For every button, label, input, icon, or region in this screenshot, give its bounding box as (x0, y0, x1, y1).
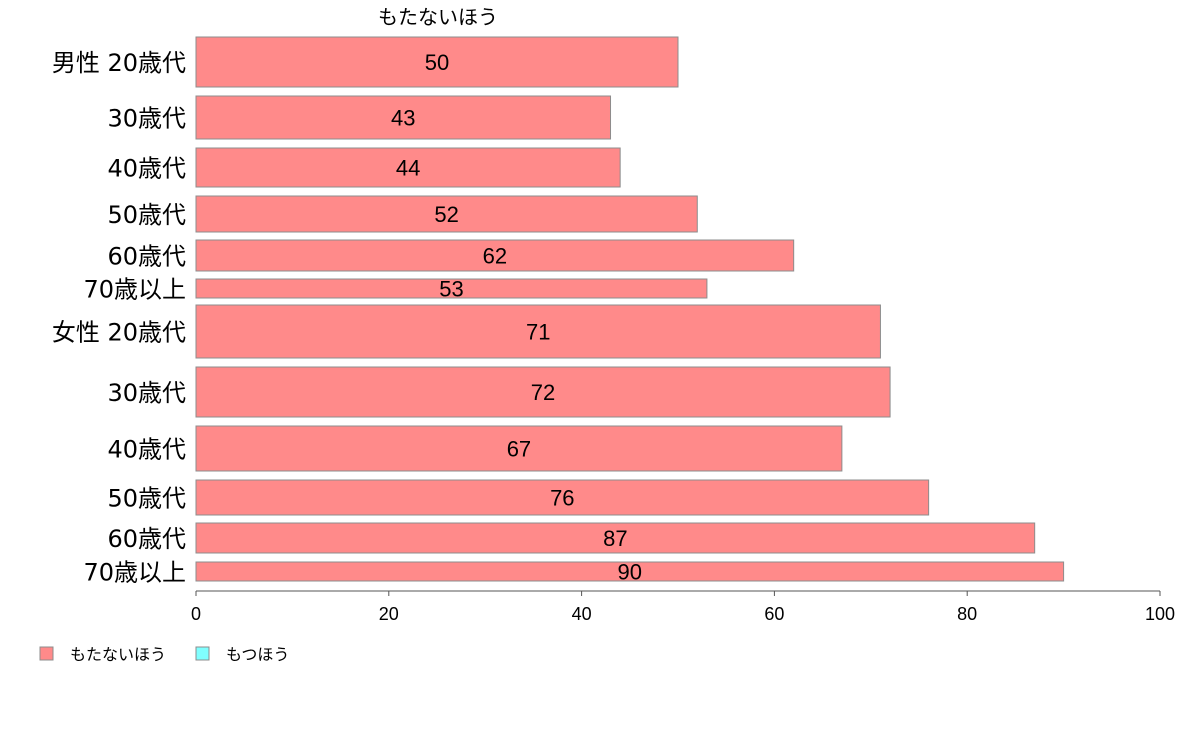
x-tick-label-2: 40 (572, 604, 592, 624)
x-axis: 0 20 40 60 80 100 (191, 590, 1175, 624)
bar-value-label-10: 87 (603, 526, 627, 551)
bar-value-label-11: 90 (618, 560, 642, 585)
x-tick-label-1: 20 (379, 604, 399, 624)
bar-0 (195, 36, 679, 88)
bar-value-label-8: 67 (507, 437, 531, 462)
bar-7 (195, 366, 891, 418)
bar-value-label-0: 50 (425, 50, 449, 75)
bar-3 (195, 195, 698, 233)
bars-layer: 50 男性 20歳代 43 30歳代 44 40歳代 52 50歳代 62 60歳代 53 70歳以上… (52, 36, 1065, 587)
category-label-10: 60歳代 (107, 525, 186, 553)
legend-label-1: もつほう (226, 645, 289, 664)
bar-value-label-5: 53 (439, 277, 463, 302)
bar-value-label-1: 43 (391, 106, 415, 131)
category-label-2: 40歳代 (107, 155, 186, 183)
legend-swatch-1 (195, 646, 210, 661)
bar-8 (195, 425, 843, 472)
bar-value-label-3: 52 (434, 202, 458, 227)
legend-swatch-0 (39, 646, 54, 661)
category-label-6: 女性 20歳代 (52, 319, 186, 347)
category-label-0: 男性 20歳代 (52, 49, 186, 77)
x-tick-label-3: 60 (764, 604, 784, 624)
category-label-1: 30歳代 (107, 105, 186, 133)
bar-4 (195, 239, 795, 272)
category-label-5: 70歳以上 (83, 276, 186, 304)
category-label-11: 70歳以上 (83, 559, 186, 587)
legend: もたないほう もつほう (39, 645, 289, 664)
category-label-9: 50歳代 (107, 485, 186, 513)
category-label-4: 60歳代 (107, 243, 186, 271)
bar-11 (195, 561, 1065, 582)
bar-5 (195, 278, 708, 299)
bar-value-label-4: 62 (483, 244, 507, 269)
x-tick-label-5: 100 (1145, 604, 1175, 624)
category-label-7: 30歳代 (107, 379, 186, 407)
bar-9 (195, 479, 930, 516)
category-label-3: 50歳代 (107, 201, 186, 229)
bar-value-label-7: 72 (531, 380, 555, 405)
bar-10 (195, 522, 1036, 554)
x-tick-label-0: 0 (191, 604, 201, 624)
chart-top-label: もたないほう (378, 5, 498, 29)
x-tick-label-4: 80 (957, 604, 977, 624)
bar-value-label-9: 76 (550, 486, 574, 511)
category-label-8: 40歳代 (107, 436, 186, 464)
bar-2 (195, 147, 621, 188)
bar-1 (195, 95, 612, 140)
legend-label-0: もたないほう (70, 645, 166, 664)
bar-value-label-2: 44 (396, 156, 420, 181)
bar-value-label-6: 71 (526, 320, 550, 345)
bar-6 (195, 304, 881, 359)
